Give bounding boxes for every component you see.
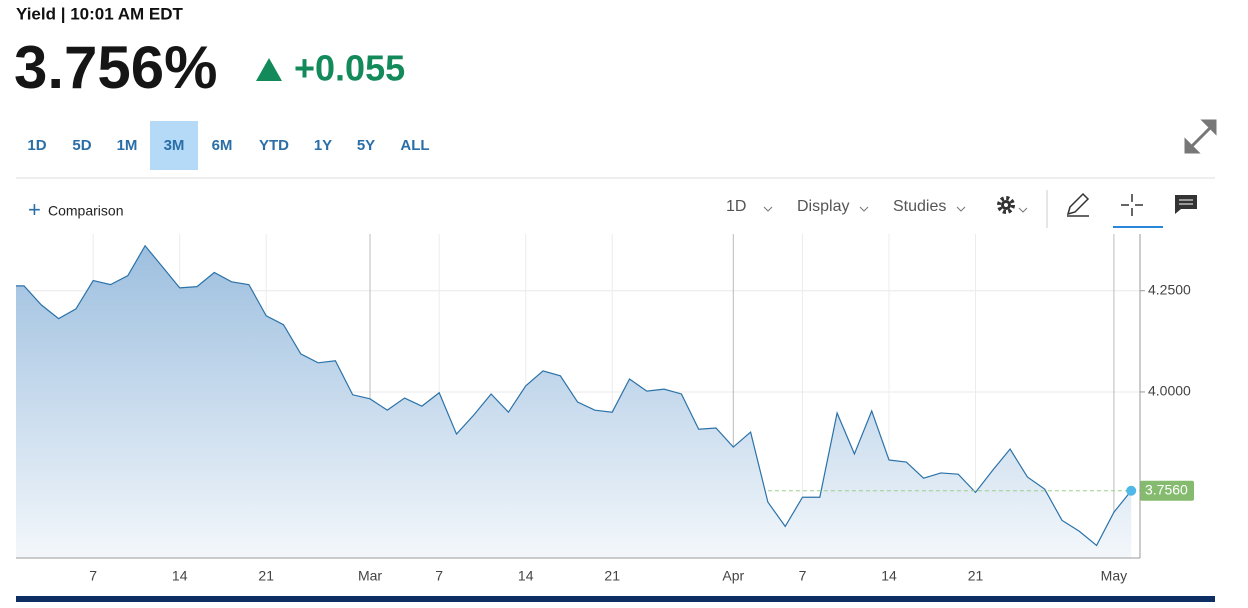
last-point xyxy=(1126,485,1137,496)
area xyxy=(16,245,1132,558)
x-tick-label: Apr xyxy=(722,568,744,584)
crosshair-icon[interactable] xyxy=(1121,194,1143,216)
x-tick-label: 21 xyxy=(968,568,984,584)
chevron xyxy=(859,206,869,212)
studies-dropdown[interactable]: Studies xyxy=(893,198,946,215)
x-tick-label: Mar xyxy=(358,568,382,584)
range-tab[interactable]: 1D xyxy=(27,137,46,154)
y-tick-label: 4.0000 xyxy=(1148,383,1191,399)
range-tab[interactable]: 5Y xyxy=(357,137,375,154)
comment-lines xyxy=(1179,199,1193,205)
draw-icon[interactable] xyxy=(1066,192,1090,217)
line xyxy=(16,244,1132,547)
up-arrow xyxy=(256,58,282,81)
price: 3.756% xyxy=(14,34,218,101)
settings-icon[interactable] xyxy=(997,196,1028,214)
x-tick-label: 14 xyxy=(518,568,534,584)
expand-icon[interactable] xyxy=(1184,119,1217,154)
range-tab[interactable]: YTD xyxy=(259,137,289,154)
x-tick-label: 21 xyxy=(258,568,274,584)
x-tick-label: 7 xyxy=(89,568,97,584)
range-tab[interactable]: 5D xyxy=(72,137,91,154)
x-tick-label: May xyxy=(1101,568,1127,584)
y-tick-label: 4.2500 xyxy=(1148,281,1191,297)
x-tick-label: 21 xyxy=(604,568,620,584)
last-value-label: 3.7560 xyxy=(1145,481,1188,497)
plot: 4.2500 4.0000 7 14 21 Mar 7 14 21 Apr 7 14 21 May 3.75… xyxy=(16,234,1194,584)
x-tick-label: 7 xyxy=(799,568,807,584)
x-tick-label: 7 xyxy=(435,568,443,584)
change: +0.055 xyxy=(294,48,405,89)
comparison-button[interactable]: Comparison xyxy=(48,203,123,219)
display-dropdown[interactable]: Display xyxy=(797,198,849,215)
x-tick-label: 14 xyxy=(172,568,188,584)
last-value-badge xyxy=(1140,480,1194,501)
chevron xyxy=(956,206,966,212)
range-tab[interactable]: 3M xyxy=(164,137,185,154)
plus-icon[interactable]: + xyxy=(28,197,41,222)
interval-dropdown[interactable]: 1D xyxy=(726,198,746,215)
range-tab[interactable]: 1M xyxy=(117,137,138,154)
x-tick-label: 14 xyxy=(881,568,897,584)
range-tab[interactable]: 6M xyxy=(212,137,233,154)
chevron xyxy=(763,206,773,212)
quote-title: Yield | 10:01 AM EDT xyxy=(16,4,184,23)
bottom-bar xyxy=(16,596,1215,602)
range-selected xyxy=(150,121,198,170)
range-tab[interactable]: 1Y xyxy=(314,137,332,154)
range-tab[interactable]: ALL xyxy=(400,137,429,154)
range-tabs: 1D 5D 1M 3M 6M YTD 1Y 5Y ALL xyxy=(27,121,430,170)
